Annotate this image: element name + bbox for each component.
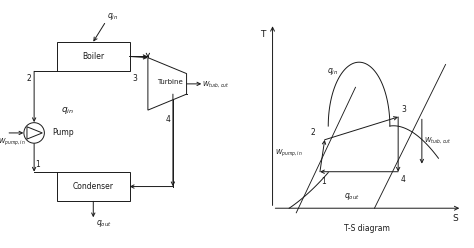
Polygon shape — [27, 127, 42, 139]
FancyBboxPatch shape — [57, 172, 130, 201]
FancyBboxPatch shape — [57, 42, 130, 71]
Text: $W_{turb, out}$: $W_{turb, out}$ — [424, 135, 452, 145]
Text: 2: 2 — [310, 128, 315, 137]
Text: 1: 1 — [35, 160, 40, 169]
Text: $W_{turb, out}$: $W_{turb, out}$ — [202, 79, 230, 89]
Text: Boiler: Boiler — [82, 52, 104, 61]
Text: $q_{in}$: $q_{in}$ — [327, 66, 338, 77]
Text: 3: 3 — [402, 105, 407, 114]
Text: S: S — [452, 214, 458, 223]
Text: 4: 4 — [166, 115, 171, 124]
Text: Condenser: Condenser — [73, 182, 114, 191]
Text: $q_{in}$: $q_{in}$ — [62, 105, 74, 116]
Text: $W_{pump, in}$: $W_{pump, in}$ — [0, 136, 26, 148]
Text: 3: 3 — [132, 74, 137, 83]
Polygon shape — [148, 58, 187, 110]
Text: $W_{pump, in}$: $W_{pump, in}$ — [275, 148, 302, 159]
Text: $q_{out}$: $q_{out}$ — [96, 218, 111, 229]
Text: 4: 4 — [401, 175, 405, 184]
Text: Pump: Pump — [52, 128, 74, 137]
Text: T: T — [260, 30, 266, 39]
Text: 2: 2 — [27, 74, 31, 83]
Text: T-S diagram: T-S diagram — [345, 224, 390, 233]
Text: 1: 1 — [321, 177, 326, 186]
Text: $q_{out}$: $q_{out}$ — [344, 191, 359, 202]
Text: $q_{in}$: $q_{in}$ — [107, 11, 118, 22]
Text: Turbine: Turbine — [156, 79, 182, 85]
